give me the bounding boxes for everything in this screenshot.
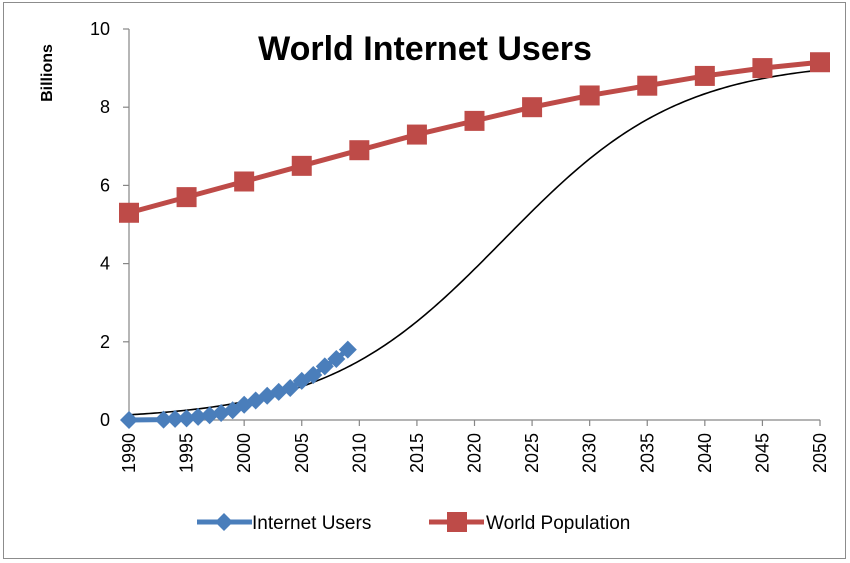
legend-marker-internet-users: [215, 513, 233, 531]
y-tick-labels: 0 2 4 6 8 10: [90, 19, 110, 430]
data-point-world-population: [694, 65, 715, 86]
data-point-world-population: [291, 155, 312, 176]
x-tick-label: 2030: [580, 433, 600, 473]
legend-item-internet-users: Internet Users: [197, 513, 371, 534]
data-point-internet-users: [177, 409, 196, 428]
chart-title: World Internet Users: [258, 30, 592, 68]
x-tick-label: 2010: [349, 433, 369, 473]
y-tick-label: 10: [90, 19, 110, 39]
data-point-internet-users: [120, 411, 138, 429]
legend-item-world-population: World Population: [429, 512, 630, 534]
x-tick-label: 2020: [465, 433, 485, 473]
data-point-world-population: [119, 202, 139, 223]
data-point-internet-users: [189, 407, 208, 426]
data-point-world-population: [522, 97, 543, 118]
x-tick-labels: 1990 1995 2000 2005 2010 2015 2020 2025 2030 2035…: [119, 433, 830, 473]
data-point-world-population: [176, 187, 197, 208]
data-point-internet-users: [338, 340, 357, 359]
x-tick-label: 1995: [177, 433, 197, 473]
x-tick-label: 2005: [292, 433, 312, 473]
data-point-world-population: [464, 110, 485, 131]
data-point-internet-users: [327, 350, 346, 369]
legend-label-world-population: World Population: [486, 513, 630, 534]
series-line-world-population: [128, 59, 821, 216]
y-axis-label: Billions: [39, 44, 56, 102]
x-tick-label: 2025: [522, 433, 542, 473]
x-tick-label: 1990: [119, 433, 139, 473]
data-point-world-population: [406, 124, 427, 145]
legend-label-internet-users: Internet Users: [252, 513, 371, 534]
y-tick-label: 4: [100, 254, 110, 274]
chart-frame: [3, 2, 846, 559]
data-point-internet-users: [154, 410, 173, 429]
legend-marker-world-population: [447, 512, 467, 532]
x-tick-label: 2035: [637, 433, 657, 473]
y-tick-label: 6: [100, 175, 110, 195]
axes: [123, 28, 821, 426]
data-point-world-population: [637, 75, 658, 96]
data-point-world-population: [234, 171, 255, 192]
series-group: [119, 52, 830, 429]
data-point-internet-users: [304, 366, 323, 385]
x-tick-label: 2045: [752, 433, 772, 473]
x-tick-label: 2015: [407, 433, 427, 473]
y-tick-label: 2: [100, 332, 110, 352]
data-point-world-population: [752, 58, 773, 79]
x-tick-label: 2040: [695, 433, 715, 473]
x-tick-label: 2000: [234, 433, 254, 473]
y-tick-label: 0: [100, 410, 110, 430]
data-point-world-population: [579, 85, 600, 106]
legend: Internet Users World Population: [197, 512, 630, 534]
data-point-world-population: [349, 140, 370, 161]
data-point-internet-users: [166, 409, 185, 428]
y-tick-label: 8: [100, 97, 110, 117]
data-point-internet-users: [200, 406, 219, 425]
data-point-internet-users: [315, 357, 334, 376]
data-point-internet-users: [281, 378, 300, 397]
x-tick-label: 2050: [810, 433, 830, 473]
data-point-world-population: [810, 52, 830, 73]
